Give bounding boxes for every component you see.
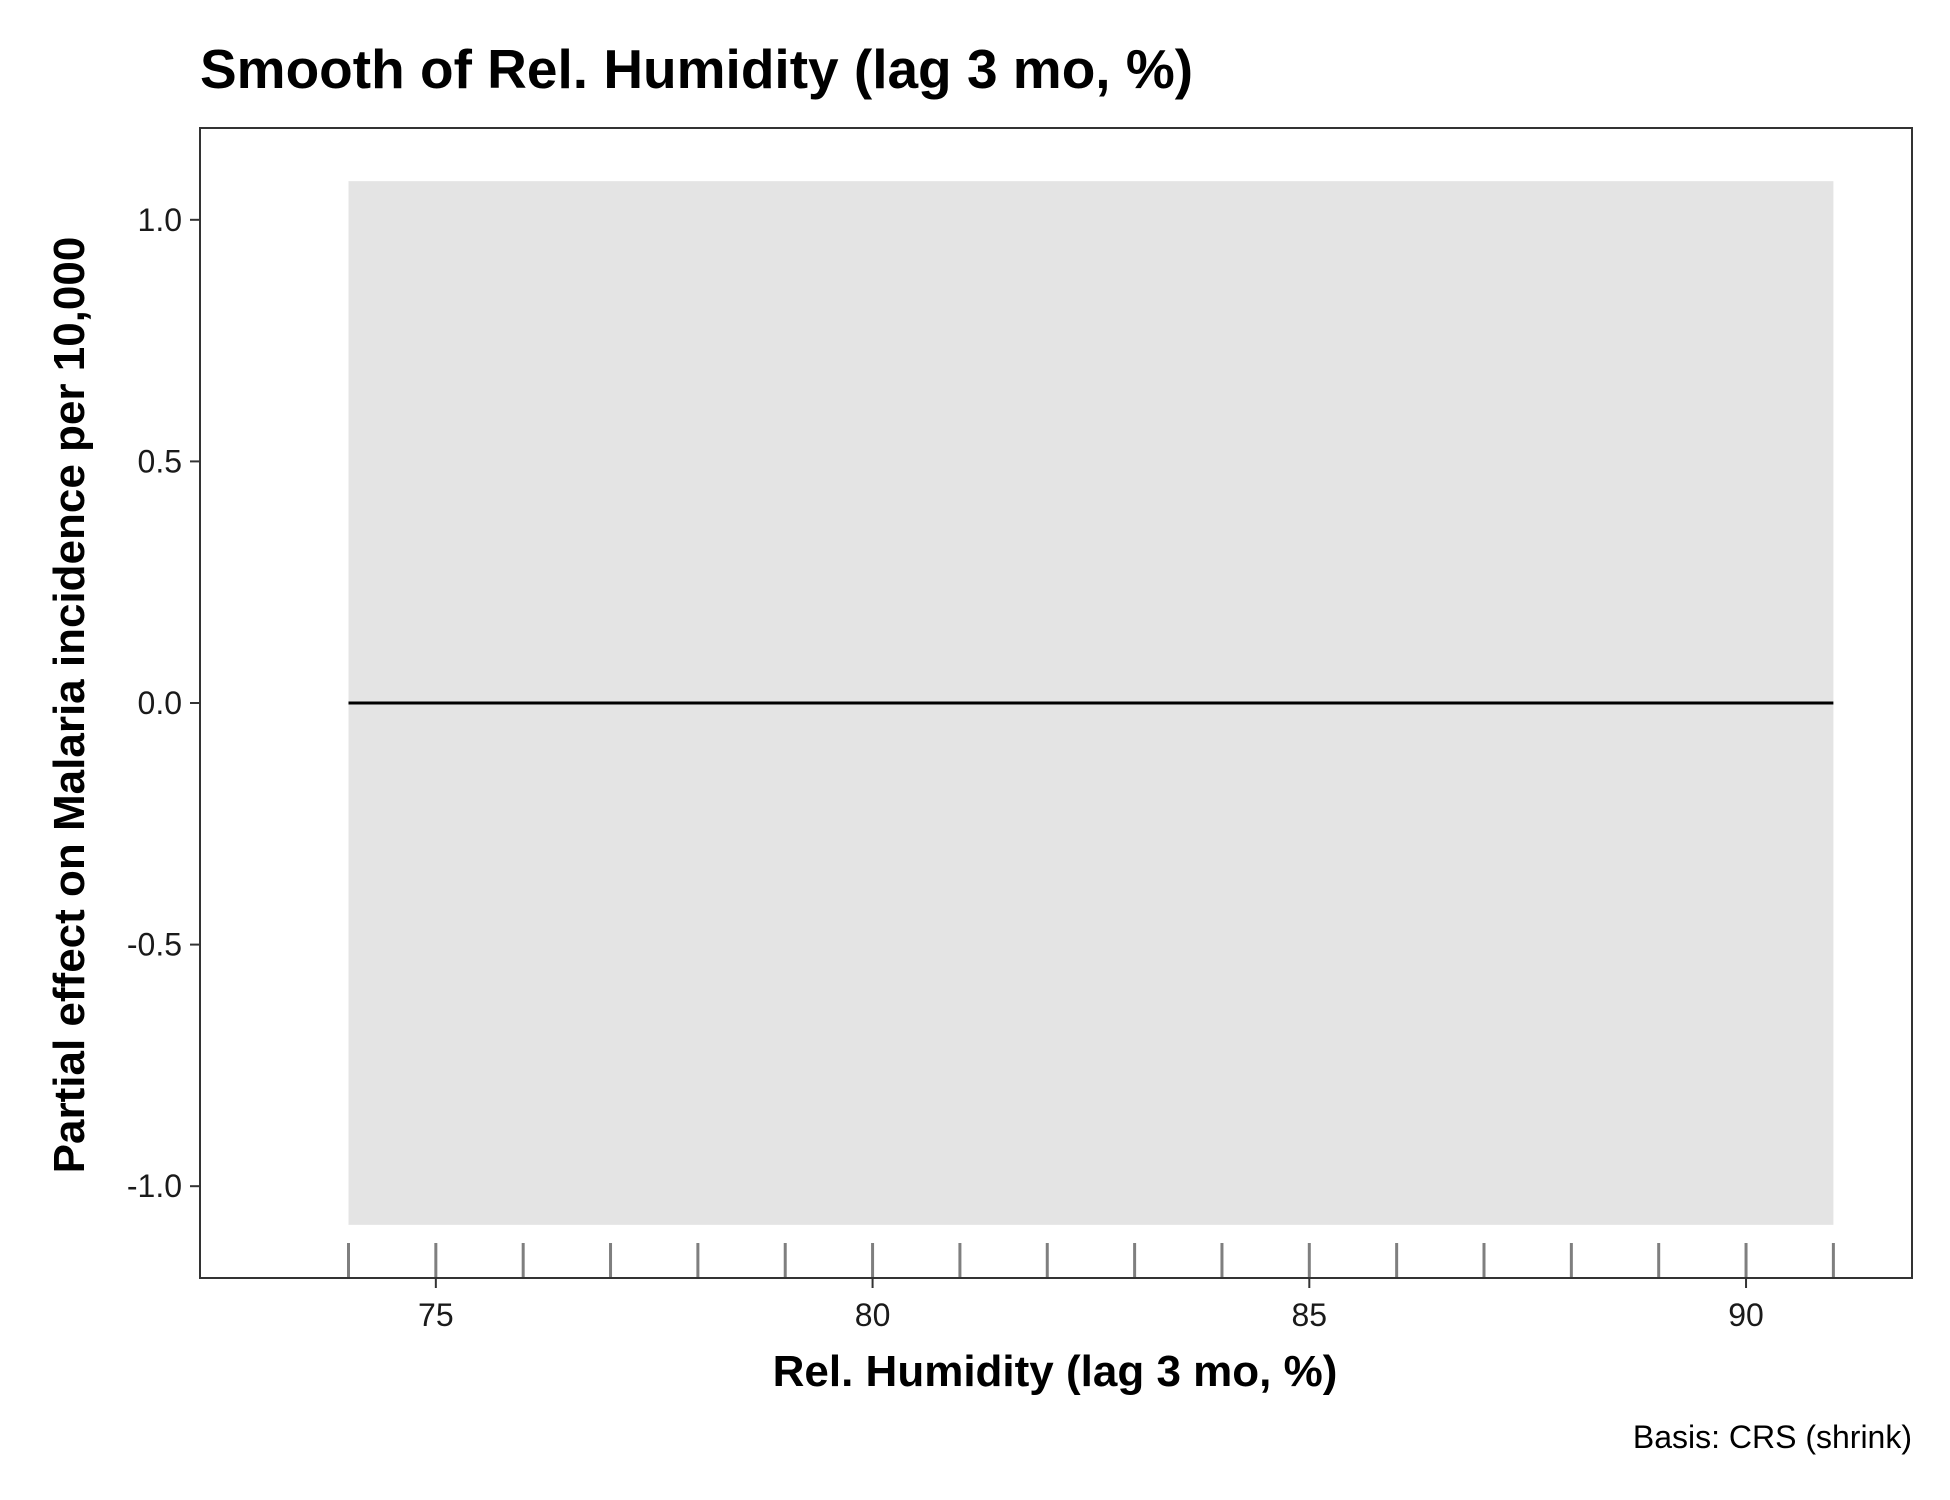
y-tick-label: 0.5 (138, 443, 182, 479)
x-tick-label: 90 (1728, 1297, 1764, 1333)
y-axis: -1.0 -0.5 0.0 0.5 1.0 (127, 202, 200, 1204)
x-tick-label: 75 (418, 1297, 454, 1333)
y-tick-label: 0.0 (138, 685, 182, 721)
y-tick-label: -0.5 (127, 927, 182, 963)
y-axis-title: Partial effect on Malaria incidence per … (45, 237, 94, 1174)
chart-caption: Basis: CRS (shrink) (1633, 1419, 1912, 1455)
y-tick-label: 1.0 (138, 202, 182, 238)
x-tick-label: 85 (1292, 1297, 1328, 1333)
x-axis-title: Rel. Humidity (lag 3 mo, %) (773, 1347, 1338, 1396)
y-tick-label: -1.0 (127, 1168, 182, 1204)
x-axis: 75 80 85 90 (418, 1278, 1764, 1333)
plot-area (199, 127, 1913, 1279)
chart-title: Smooth of Rel. Humidity (lag 3 mo, %) (200, 38, 1193, 100)
x-tick-label: 80 (855, 1297, 891, 1333)
